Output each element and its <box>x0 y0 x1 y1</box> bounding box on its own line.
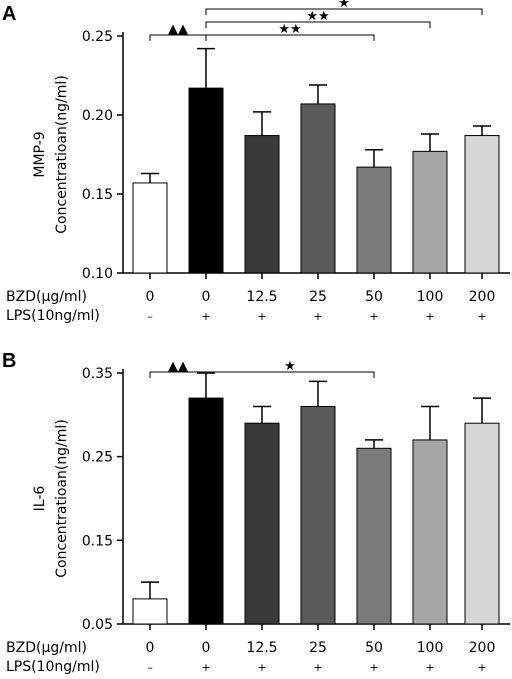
significance-marker: ★★ <box>306 9 329 24</box>
x-category-label: 50 <box>365 289 383 305</box>
bzd-row-label: BZD(μg/ml) <box>6 640 87 656</box>
x-category-label: 25 <box>309 640 327 656</box>
y-tick-label: 0.25 <box>82 29 113 45</box>
y-tick-label: 0.15 <box>82 187 113 203</box>
bar <box>356 447 392 625</box>
y-tick-label: 0.35 <box>82 366 113 382</box>
lps-sign-label: + <box>477 661 486 674</box>
significance-marker: ▲▲ <box>168 359 188 374</box>
lps-sign-label: + <box>369 310 378 323</box>
bar <box>132 598 168 625</box>
x-category-label: 12.5 <box>246 289 277 305</box>
x-category-label: 12.5 <box>246 640 277 656</box>
lps-row-label: LPS(10ng/ml) <box>6 659 100 675</box>
lps-sign-label: – <box>147 310 153 323</box>
bzd-row-label: BZD(μg/ml) <box>6 289 87 305</box>
y-tick-label: 0.05 <box>82 617 113 633</box>
bar <box>300 103 336 274</box>
panel-letter: A <box>2 3 16 25</box>
y-tick-label: 0.20 <box>82 108 113 124</box>
lps-sign-label: – <box>147 661 153 674</box>
lps-sign-label: + <box>369 661 378 674</box>
panel-a: A 0.10 0.15 0.20 0.25 MMP-9 Concentratioan(ng/… <box>2 0 510 324</box>
y-tick-label: 0.15 <box>82 533 113 549</box>
x-category-label: 100 <box>417 640 444 656</box>
lps-sign-label: + <box>313 661 322 674</box>
bar <box>132 182 168 274</box>
significance-bracket <box>205 21 431 28</box>
bar <box>412 150 448 274</box>
significance-bracket <box>205 8 483 15</box>
x-category-label: 200 <box>469 289 496 305</box>
lps-sign-label: + <box>425 310 434 323</box>
significance-marker: ★ <box>284 359 296 374</box>
x-category-label: 200 <box>469 640 496 656</box>
panel-letter: B <box>2 350 16 372</box>
lps-sign-label: + <box>425 661 434 674</box>
lps-sign-label: + <box>313 310 322 323</box>
significance-marker: ▲▲ <box>168 22 188 37</box>
bar <box>356 166 392 274</box>
bar <box>188 397 224 625</box>
y-tick-label: 0.25 <box>82 450 113 466</box>
bar <box>300 405 336 625</box>
x-category-label: 100 <box>417 289 444 305</box>
y-axis-label-marker: IL-6 <box>32 486 48 512</box>
x-category-label: 0 <box>202 289 211 305</box>
x-category-label: 50 <box>365 640 383 656</box>
y-axis-label-unit: Concentratioan(ng/ml) <box>54 75 70 234</box>
significance-bracket <box>205 34 375 41</box>
x-category-label: 0 <box>146 640 155 656</box>
lps-sign-label: + <box>201 310 210 323</box>
x-category-label: 25 <box>309 289 327 305</box>
significance-marker: ★★ <box>278 22 301 37</box>
bar <box>244 135 280 274</box>
significance-marker: ★ <box>338 0 350 11</box>
lps-sign-label: + <box>201 661 210 674</box>
bar <box>412 439 448 625</box>
lps-sign-label: + <box>477 310 486 323</box>
bar <box>188 87 224 274</box>
bar <box>244 422 280 625</box>
bar <box>464 135 500 274</box>
x-category-label: 0 <box>146 289 155 305</box>
y-tick-label: 0.10 <box>82 266 113 282</box>
significance-bracket <box>205 371 375 378</box>
bar <box>464 422 500 625</box>
lps-sign-label: + <box>257 661 266 674</box>
lps-row-label: LPS(10ng/ml) <box>6 308 100 324</box>
panel-b: B 0.05 0.15 0.25 0.35 IL-6 Concentratioan(ng/m… <box>2 350 510 675</box>
lps-sign-label: + <box>257 310 266 323</box>
x-category-label: 0 <box>202 640 211 656</box>
y-axis-label-marker: MMP-9 <box>32 131 48 177</box>
y-axis-label-unit: Concentratioan(ng/ml) <box>54 419 70 578</box>
